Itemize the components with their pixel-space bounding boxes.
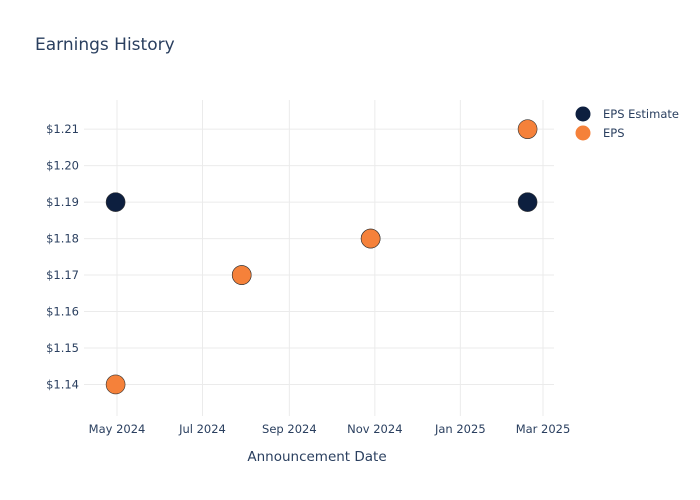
tick-layer: $1.14 $1.15 $1.16 $1.17 $1.18 $1.19 $1.20 $1.21…	[46, 122, 570, 436]
y-tick-label: $1.15	[46, 341, 79, 355]
legend-marker	[575, 125, 591, 141]
x-tick-label: Sep 2024	[262, 422, 317, 436]
y-tick-label: $1.17	[46, 268, 79, 282]
x-tick-label: Mar 2025	[516, 422, 571, 436]
y-tick-label: $1.18	[46, 232, 79, 246]
eps-estimate-point[interactable]	[517, 192, 538, 212]
y-tick-label: $1.16	[46, 305, 79, 319]
eps-point[interactable]	[517, 119, 538, 139]
eps-point[interactable]	[105, 374, 126, 395]
grid-layer	[84, 100, 554, 416]
x-axis-title: Announcement Date	[247, 449, 386, 465]
y-tick-label: $1.19	[46, 195, 79, 209]
x-tick-label: Jul 2024	[178, 422, 226, 436]
point-layer	[105, 119, 538, 395]
legend-label: EPS	[603, 126, 625, 140]
legend-marker	[575, 106, 591, 122]
legend-label: EPS Estimate	[603, 107, 679, 121]
y-tick-label: $1.14	[46, 377, 79, 391]
x-tick-label: Jan 2025	[434, 422, 486, 436]
y-tick-label: $1.20	[46, 159, 79, 173]
eps-point[interactable]	[360, 228, 381, 249]
x-tick-label: May 2024	[89, 422, 146, 436]
eps-estimate-point[interactable]	[105, 192, 126, 212]
eps-point[interactable]	[231, 265, 252, 285]
x-tick-label: Nov 2024	[347, 422, 402, 436]
chart-title: Earnings History	[35, 35, 175, 55]
y-tick-label: $1.21	[46, 122, 79, 136]
legend[interactable]: EPS Estimate EPS	[575, 106, 679, 141]
